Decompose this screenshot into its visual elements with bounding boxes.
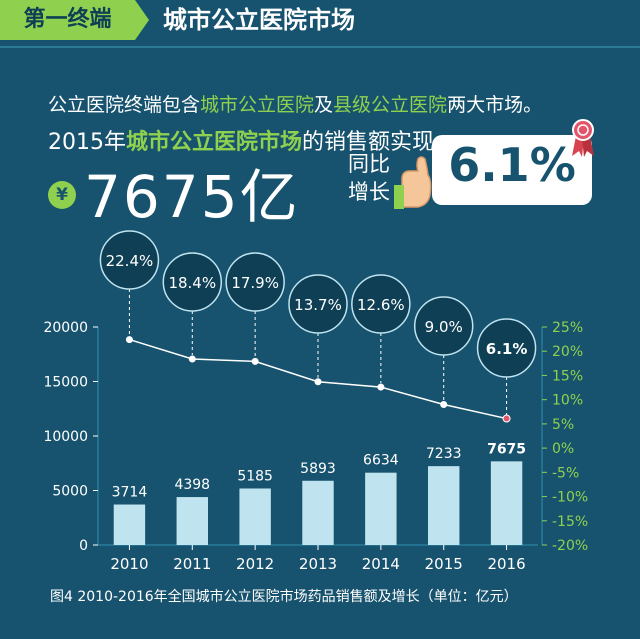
y-tick-label: 15000 xyxy=(43,375,88,391)
bar-value-label: 7233 xyxy=(426,446,462,462)
bar-value-label: 5893 xyxy=(300,461,336,477)
growth-bubble-label: 6.1% xyxy=(486,340,528,358)
chart-caption: 图4 2010-2016年全国城市公立医院市场药品销售额及增长（单位：亿元） xyxy=(50,589,518,605)
growth-point xyxy=(125,336,133,344)
x-tick-label: 2015 xyxy=(425,555,463,573)
growth-bubble-label: 18.4% xyxy=(168,274,216,292)
x-tick-label: 2011 xyxy=(173,555,211,573)
bar xyxy=(428,466,460,545)
bar xyxy=(490,461,523,545)
growth-value: 6.1% xyxy=(448,138,576,192)
y2-tick-label: 25% xyxy=(552,320,583,336)
growth-point xyxy=(314,378,322,386)
growth-point xyxy=(502,414,511,423)
growth-bubble-label: 17.9% xyxy=(231,274,279,292)
growth-card xyxy=(432,135,592,205)
y2-tick-label: -5% xyxy=(552,465,579,481)
growth-bubble-label: 22.4% xyxy=(106,252,154,270)
growth-bubble xyxy=(162,252,223,312)
y2-tick-label: 20% xyxy=(552,344,583,360)
growth-bubble xyxy=(476,318,537,378)
y2-tick-label: 15% xyxy=(552,368,583,384)
y2-tick-label: 10% xyxy=(552,393,583,409)
growth-bubble-label: 9.0% xyxy=(425,318,463,336)
yoy-label: 同比增长 xyxy=(348,152,390,204)
sales-value: 7675亿 xyxy=(84,163,300,231)
sales-suffix: 的销售额实现 xyxy=(302,130,435,155)
bar xyxy=(365,472,397,545)
intro-part-2: 及 xyxy=(314,94,334,116)
growth-bubble-label: 12.6% xyxy=(357,296,405,314)
hand-icon xyxy=(394,156,432,209)
y2-tick-label: -15% xyxy=(552,514,588,530)
bar xyxy=(302,480,334,545)
sales-year: 2015年 xyxy=(48,130,126,155)
page-title: 城市公立医院市场 xyxy=(163,6,355,34)
y2-tick-label: 0% xyxy=(552,441,574,457)
y2-tick-label: -10% xyxy=(552,490,588,506)
x-tick-label: 2014 xyxy=(362,555,400,573)
x-tick-label: 2016 xyxy=(487,555,525,573)
header-divider xyxy=(0,46,640,48)
intro-part-1: 公立医院终端包含 xyxy=(48,94,201,116)
growth-bubble-label: 13.7% xyxy=(294,296,342,314)
section-tag: 第一终端 xyxy=(0,0,135,40)
growth-bubble xyxy=(351,274,411,334)
y-tick-label: 10000 xyxy=(43,429,88,445)
x-tick-label: 2012 xyxy=(236,555,274,573)
growth-point xyxy=(251,357,259,365)
y-tick-label: 5000 xyxy=(52,484,88,500)
sales-growth-chart: 0 5000 10000 15000 20000 -20% -15% -10% -5% 0% 5% 1… xyxy=(43,230,588,573)
growth-point xyxy=(188,355,196,363)
y2-tick-label: 5% xyxy=(552,417,574,433)
intro-text: 公立医院终端包含城市公立医院及县级公立医院两大市场。 xyxy=(48,90,542,117)
bar xyxy=(113,504,146,545)
bar-value-label: 5185 xyxy=(237,468,273,484)
yuan-icon: ¥ xyxy=(48,181,76,209)
growth-bubble xyxy=(225,252,285,312)
growth-point xyxy=(440,401,448,409)
growth-bubble xyxy=(288,274,348,334)
intro-highlight-city: 城市公立医院 xyxy=(200,94,315,116)
y-tick-label: 0 xyxy=(79,538,88,554)
y2-tick-label: -20% xyxy=(552,538,588,554)
bar-value-label: 6634 xyxy=(363,453,399,469)
growth-bubble xyxy=(413,296,474,356)
intro-highlight-county: 县级公立医院 xyxy=(333,94,448,116)
sales-text: 2015年城市公立医院市场的销售额实现 xyxy=(48,124,434,156)
ribbon-icon xyxy=(572,119,594,157)
bar-value-label: 7675 xyxy=(487,441,526,457)
bar-value-label: 3714 xyxy=(112,485,148,501)
bar xyxy=(239,488,271,545)
intro-part-3: 两大市场。 xyxy=(447,94,543,116)
bar-value-label: 4398 xyxy=(174,477,210,493)
x-tick-label: 2010 xyxy=(110,555,148,573)
growth-bubble xyxy=(99,230,160,290)
growth-point xyxy=(377,383,385,391)
sales-market: 城市公立医院市场 xyxy=(126,130,303,155)
y-tick-label: 20000 xyxy=(43,320,88,336)
bar xyxy=(176,497,208,545)
section-tag-arrow xyxy=(135,0,149,40)
x-tick-label: 2013 xyxy=(299,555,337,573)
